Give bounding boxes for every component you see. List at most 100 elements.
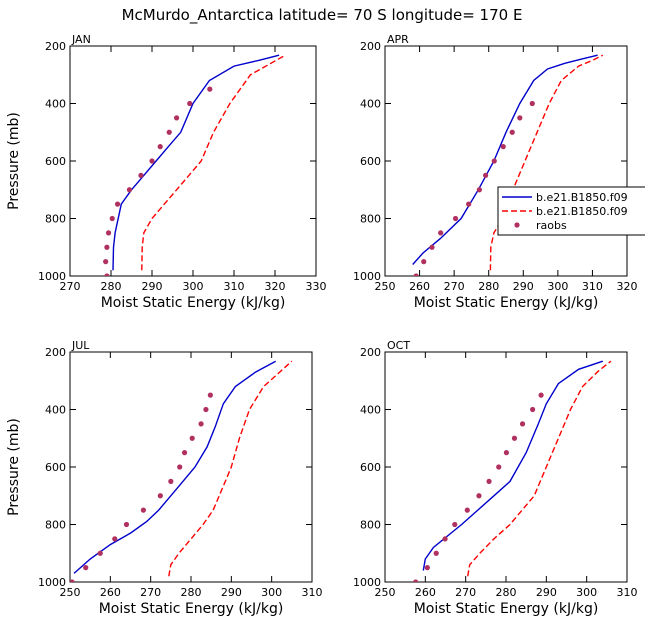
raob-point-jan-4 bbox=[109, 215, 115, 222]
plot-frame-jan bbox=[69, 45, 317, 277]
raob-point-apr-0 bbox=[413, 273, 419, 276]
raob-point-oct-10 bbox=[511, 435, 518, 441]
x-tick-label-apr-6: 310 bbox=[582, 280, 603, 293]
model-line-oct bbox=[422, 360, 604, 571]
x-axis-label-jan: Moist Static Energy (kJ/kg) bbox=[101, 295, 286, 311]
panel-apr: 250 260 270 280 290 300 310 320 200 400 600 800 1000… bbox=[353, 33, 645, 311]
raob-point-jul-10 bbox=[189, 435, 195, 441]
raob-point-jan-10 bbox=[166, 129, 172, 135]
panel-oct: 250 260 270 280 290 300 310 200 400 600 800 1000 OCT… bbox=[353, 339, 638, 617]
x-tick-label-oct-2: 270 bbox=[455, 586, 476, 599]
y-axis-label-jan: Pressure (mb) bbox=[6, 112, 22, 210]
y-tick-label-apr-0: 200 bbox=[360, 40, 381, 53]
raob-point-apr-2 bbox=[429, 244, 435, 250]
raob-point-jul-6 bbox=[157, 493, 163, 499]
x-tick-label-apr-5: 300 bbox=[547, 280, 568, 293]
raob-point-jan-1 bbox=[103, 259, 109, 265]
plot-frame-oct bbox=[384, 351, 628, 583]
y-tick-label-jul-1: 400 bbox=[45, 404, 66, 417]
raob-point-jan-2 bbox=[104, 244, 110, 250]
x-tick-label-jul-3: 280 bbox=[181, 586, 202, 599]
model-line-jul bbox=[73, 360, 277, 574]
legend-marker-2 bbox=[514, 222, 520, 228]
control-line-oct bbox=[467, 360, 612, 577]
x-tick-label-apr-1: 260 bbox=[409, 280, 430, 293]
figure-title: McMurdo_Antarctica latitude= 70 S longit… bbox=[122, 6, 523, 25]
raob-point-jul-11 bbox=[198, 421, 204, 427]
raob-point-oct-1 bbox=[424, 565, 430, 571]
panel-jul: 250 260 270 280 290 300 310 200 400 600 800 1000 JUL… bbox=[6, 339, 323, 617]
raob-point-oct-4 bbox=[452, 521, 458, 528]
raob-point-jan-5 bbox=[114, 201, 121, 207]
y-tick-label-jan-4: 1000 bbox=[38, 270, 66, 283]
y-tick-label-oct-3: 800 bbox=[360, 519, 381, 532]
panel-title-jul: JUL bbox=[71, 339, 90, 352]
raob-point-apr-5 bbox=[466, 201, 472, 207]
y-tick-label-jul-3: 800 bbox=[45, 519, 66, 532]
legend-label-2: raobs bbox=[536, 219, 567, 232]
raob-point-jul-0 bbox=[70, 579, 75, 582]
raob-point-apr-1 bbox=[421, 259, 427, 265]
raob-point-jan-7 bbox=[138, 172, 144, 178]
x-tick-label-oct-4: 290 bbox=[536, 586, 557, 599]
y-tick-label-apr-1: 400 bbox=[360, 98, 381, 111]
raob-point-oct-13 bbox=[538, 392, 544, 398]
x-tick-label-jul-5: 300 bbox=[261, 586, 282, 599]
raob-point-apr-12 bbox=[529, 100, 535, 107]
raob-point-jan-6 bbox=[126, 187, 133, 193]
raob-point-jul-2 bbox=[97, 550, 103, 556]
raob-point-apr-4 bbox=[452, 215, 459, 222]
raob-point-jan-13 bbox=[207, 86, 213, 92]
x-tick-label-jul-0: 250 bbox=[60, 586, 81, 599]
y-tick-label-oct-2: 600 bbox=[360, 461, 381, 474]
y-tick-label-jan-2: 600 bbox=[45, 155, 66, 168]
raob-point-oct-8 bbox=[496, 464, 502, 470]
x-tick-label-jan-2: 290 bbox=[142, 280, 163, 293]
y-tick-label-jan-1: 400 bbox=[45, 98, 66, 111]
x-tick-label-jan-4: 310 bbox=[224, 280, 245, 293]
x-tick-label-oct-6: 310 bbox=[617, 586, 638, 599]
raob-point-oct-3 bbox=[442, 536, 448, 542]
x-tick-label-oct-0: 250 bbox=[375, 586, 396, 599]
raob-point-apr-9 bbox=[500, 144, 506, 150]
raob-point-oct-12 bbox=[530, 406, 536, 413]
x-axis-label-jul: Moist Static Energy (kJ/kg) bbox=[99, 601, 284, 617]
raob-point-apr-6 bbox=[476, 187, 482, 193]
raob-point-oct-2 bbox=[433, 550, 439, 556]
raob-point-apr-10 bbox=[509, 129, 515, 135]
x-tick-label-apr-7: 320 bbox=[617, 280, 638, 293]
raob-point-oct-6 bbox=[476, 493, 482, 499]
raob-point-jan-11 bbox=[174, 115, 180, 121]
panel-jan: 270 280 290 300 310 320 330 200 400 600 800 1000 JAN… bbox=[6, 33, 327, 311]
legend-label-0: b.e21.B1850.f09 bbox=[536, 191, 628, 204]
raob-point-jan-9 bbox=[157, 144, 163, 150]
raob-point-oct-0 bbox=[413, 579, 419, 582]
raob-point-jul-13 bbox=[207, 392, 213, 398]
raob-point-jan-3 bbox=[105, 230, 112, 236]
x-tick-label-oct-1: 260 bbox=[415, 586, 436, 599]
x-tick-label-oct-3: 280 bbox=[496, 586, 517, 599]
plot-frame-apr bbox=[384, 45, 628, 277]
y-tick-label-jan-0: 200 bbox=[45, 40, 66, 53]
x-tick-label-jan-3: 300 bbox=[183, 280, 204, 293]
x-tick-label-jul-1: 260 bbox=[100, 586, 121, 599]
panel-title-oct: OCT bbox=[387, 339, 410, 352]
x-tick-label-jan-6: 330 bbox=[306, 280, 327, 293]
y-tick-label-oct-0: 200 bbox=[360, 346, 381, 359]
x-tick-label-jul-2: 270 bbox=[140, 586, 161, 599]
raob-point-jul-12 bbox=[203, 406, 209, 413]
control-line-jan bbox=[141, 54, 286, 271]
raob-point-oct-7 bbox=[486, 478, 492, 484]
raob-point-jul-5 bbox=[140, 507, 147, 513]
model-line-jan bbox=[112, 54, 280, 271]
x-tick-label-apr-0: 250 bbox=[375, 280, 396, 293]
raob-point-oct-9 bbox=[503, 450, 510, 456]
y-tick-label-apr-3: 800 bbox=[360, 213, 381, 226]
raob-point-jul-1 bbox=[83, 565, 89, 571]
x-tick-label-jan-0: 270 bbox=[60, 280, 81, 293]
raob-point-jan-12 bbox=[187, 100, 193, 107]
raob-point-jan-0 bbox=[104, 273, 110, 276]
raob-point-oct-5 bbox=[464, 507, 470, 513]
x-axis-label-oct: Moist Static Energy (kJ/kg) bbox=[414, 601, 599, 617]
